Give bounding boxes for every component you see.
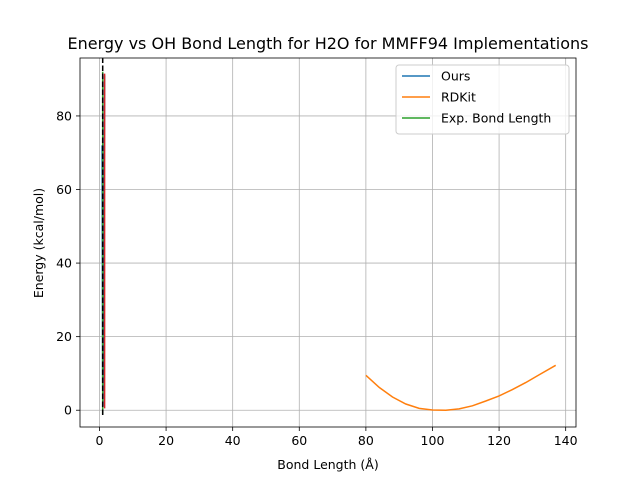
x-tick-label: 100 bbox=[421, 433, 445, 448]
x-tick-label: 60 bbox=[291, 433, 307, 448]
series-group bbox=[101, 58, 557, 415]
legend-box bbox=[395, 64, 570, 135]
y-axis-label: Energy (kcal/mol) bbox=[31, 188, 46, 298]
legend-entry: Ours bbox=[441, 69, 470, 84]
plot-frame bbox=[79, 57, 577, 428]
y-tick-label: 0 bbox=[64, 403, 72, 418]
x-tick-label: 20 bbox=[158, 433, 174, 448]
x-tick-label: 120 bbox=[487, 433, 511, 448]
y-tick-label: 40 bbox=[56, 256, 72, 271]
x-tick-label: 0 bbox=[96, 433, 104, 448]
x-tick-label: 40 bbox=[225, 433, 241, 448]
y-tick-label: 60 bbox=[56, 182, 72, 197]
legend-entry: RDKit bbox=[441, 90, 476, 105]
series-line-1 bbox=[365, 364, 557, 411]
legend-entry: Exp. Bond Length bbox=[441, 111, 551, 126]
legend: Ours RDKit Exp. Bond Length bbox=[395, 64, 570, 135]
x-tick-label: 140 bbox=[554, 433, 578, 448]
ticks-group: 0 20 40 60 80 100 120 140 0 20 40 60 80 bbox=[56, 108, 578, 448]
x-axis-label: Bond Length (Å) bbox=[277, 457, 378, 472]
x-tick-label: 80 bbox=[358, 433, 374, 448]
y-tick-label: 20 bbox=[56, 329, 72, 344]
chart-title: Energy vs OH Bond Length for H2O for MMF… bbox=[67, 34, 588, 53]
y-tick-label: 80 bbox=[56, 108, 72, 123]
